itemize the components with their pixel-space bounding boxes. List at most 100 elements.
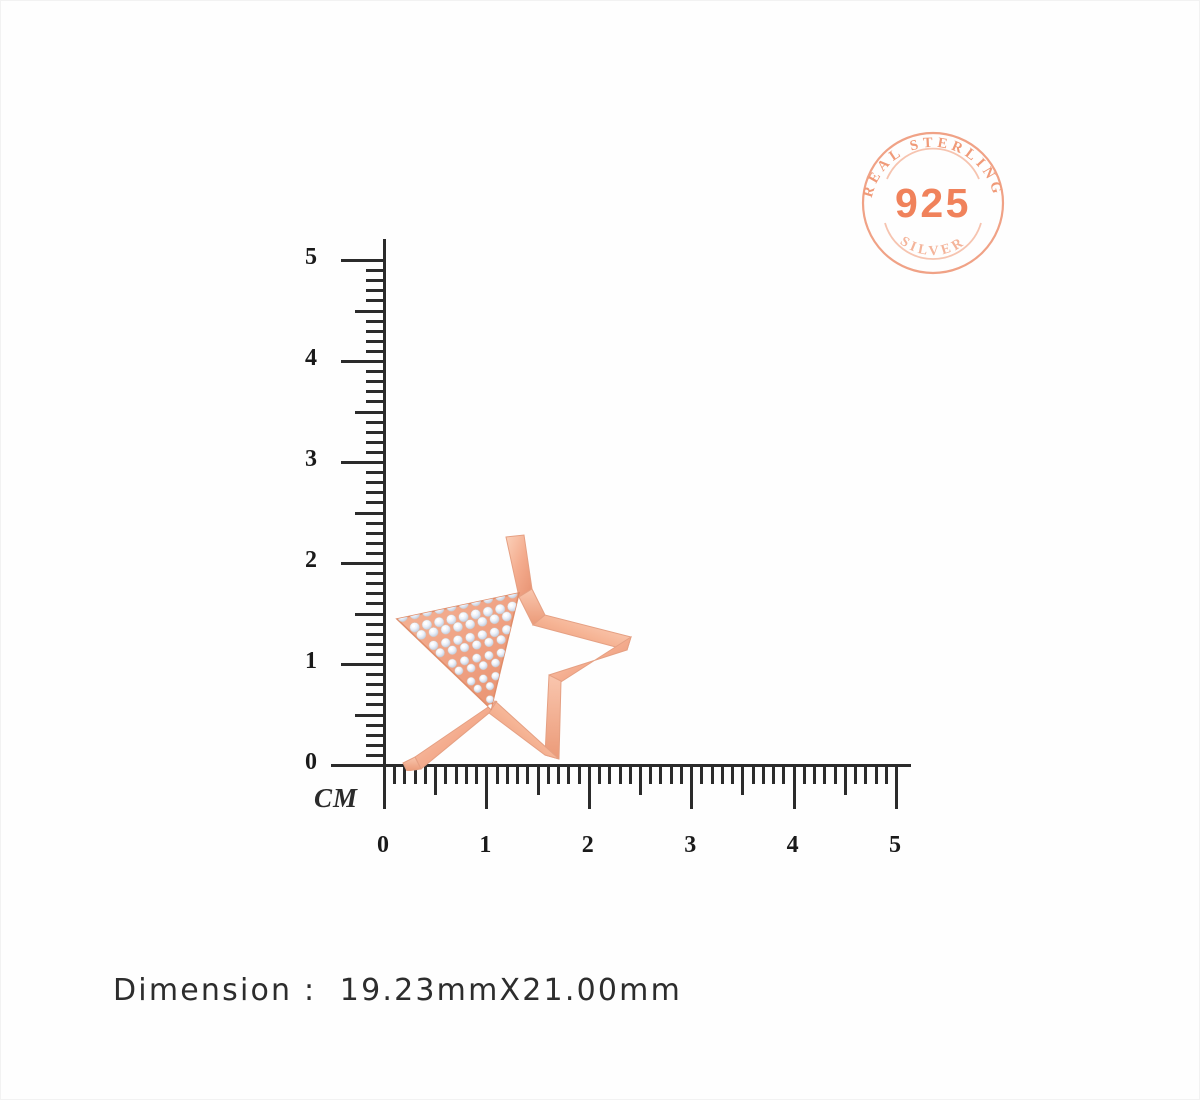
horizontal-ruler-tick — [639, 767, 642, 795]
pave-stone — [416, 629, 427, 640]
pave-stone-sparkle — [498, 637, 502, 640]
vertical-ruler-tick — [366, 430, 383, 434]
pave-stone-sparkle — [455, 637, 459, 641]
horizontal-ruler-tick — [393, 767, 397, 784]
horizontal-ruler-tick — [690, 767, 694, 809]
pave-stone-sparkle — [399, 613, 403, 617]
horizontal-ruler-label: 3 — [684, 832, 697, 858]
pave-stone-sparkle — [474, 655, 478, 659]
horizontal-ruler-tick — [669, 767, 673, 784]
horizontal-ruler-tick — [751, 767, 755, 784]
horizontal-ruler-tick — [628, 767, 632, 784]
pave-stone — [482, 606, 494, 617]
vertical-ruler-tick — [366, 319, 383, 323]
horizontal-ruler-tick — [567, 767, 571, 784]
horizontal-ruler-tick — [464, 767, 468, 784]
vertical-ruler-label: 3 — [305, 446, 317, 472]
horizontal-ruler-label: 0 — [377, 832, 389, 858]
pave-stone-sparkle — [468, 678, 472, 682]
horizontal-ruler-tick — [792, 767, 796, 809]
pave-stone — [494, 604, 506, 615]
vertical-ruler-tick — [366, 339, 383, 343]
pave-stone-sparkle — [411, 624, 416, 628]
pave-stone — [484, 650, 494, 661]
pave-stone-sparkle — [467, 621, 471, 625]
pave-stone-sparkle — [448, 603, 452, 607]
horizontal-ruler-tick — [700, 767, 704, 784]
pave-stone — [447, 645, 458, 655]
pave-stone-sparkle — [487, 697, 491, 700]
pave-stone — [501, 611, 512, 622]
vertical-ruler-tick — [341, 461, 383, 464]
pave-stone-sparkle — [493, 660, 496, 664]
pave-stone-sparkle — [485, 608, 489, 612]
vertical-ruler-tick — [366, 269, 383, 273]
pave-stone — [428, 640, 439, 651]
vertical-ruler-tick — [341, 360, 383, 363]
pave-stone — [452, 621, 463, 632]
horizontal-ruler-tick — [485, 767, 489, 809]
horizontal-ruler-tick — [802, 767, 806, 784]
horizontal-ruler-tick — [526, 767, 530, 784]
pave-stone-sparkle — [423, 608, 428, 612]
vertical-ruler-tick — [366, 703, 383, 707]
horizontal-ruler-tick — [587, 767, 591, 809]
pave-stone-sparkle — [493, 673, 496, 677]
vertical-ruler-tick — [366, 329, 383, 333]
dimension-caption: Dimension : 19.23mmX21.00mm — [113, 973, 682, 1008]
pave-stone — [485, 695, 494, 704]
vertical-ruler-tick — [355, 713, 383, 717]
vertical-ruler-tick — [366, 652, 383, 656]
vertical-ruler-tick — [341, 764, 383, 767]
pave-stone-sparkle — [484, 595, 489, 599]
vertical-ruler-tick — [341, 663, 383, 666]
vertical-ruler-tick — [366, 632, 383, 636]
sterling-silver-stamp: REAL STERLING SILVER 925 — [853, 123, 1013, 283]
vertical-ruler-tick — [355, 410, 383, 414]
horizontal-ruler-tick — [813, 767, 817, 784]
pave-stone-sparkle — [497, 593, 501, 597]
horizontal-ruler-tick — [710, 767, 714, 784]
pave-stone — [458, 611, 469, 623]
ruler-unit-label: CM — [314, 783, 359, 813]
pave-stone — [477, 630, 488, 640]
pave-stone-sparkle — [486, 652, 490, 656]
vertical-ruler-tick — [366, 370, 383, 374]
pave-stone-sparkle — [475, 686, 479, 689]
pave-stone-sparkle — [498, 650, 502, 654]
pave-stone-sparkle — [480, 662, 484, 666]
horizontal-ruler-tick — [423, 767, 427, 784]
horizontal-ruler-tick — [383, 767, 386, 809]
pave-stone-sparkle — [504, 626, 508, 630]
pave-stone — [470, 609, 481, 620]
pave-stone — [440, 637, 451, 648]
horizontal-ruler-tick — [495, 767, 499, 784]
vertical-ruler-tick — [366, 501, 383, 505]
vertical-ruler-tick — [366, 289, 383, 293]
vertical-ruler-tick — [366, 380, 383, 384]
pave-stone — [421, 619, 433, 630]
pave-stone-sparkle — [503, 613, 508, 617]
pave-stone-sparkle — [472, 611, 477, 615]
pave-stone-sparkle — [472, 598, 477, 602]
horizontal-ruler-tick — [772, 767, 776, 784]
horizontal-ruler-tick — [434, 767, 438, 795]
vertical-ruler-label: 5 — [305, 244, 317, 270]
vertical-ruler-tick — [355, 309, 383, 313]
horizontal-ruler-tick — [720, 767, 724, 784]
horizontal-ruler-tick — [618, 767, 622, 784]
pave-stone-sparkle — [488, 705, 492, 709]
vertical-ruler-tick — [341, 259, 383, 262]
pave-stone-sparkle — [491, 616, 495, 620]
horizontal-ruler-tick — [895, 767, 898, 809]
horizontal-ruler-tick — [823, 767, 827, 784]
horizontal-ruler-tick — [843, 767, 847, 795]
pave-stone — [453, 635, 463, 645]
vertical-ruler-label: 0 — [305, 749, 317, 775]
pave-stone-sparkle — [456, 668, 460, 671]
pave-stone-sparkle — [509, 593, 513, 594]
vertical-ruler-tick — [366, 592, 383, 596]
pave-stone — [466, 663, 476, 673]
pave-stone-sparkle — [449, 660, 453, 664]
pave-stone-sparkle — [479, 618, 483, 622]
